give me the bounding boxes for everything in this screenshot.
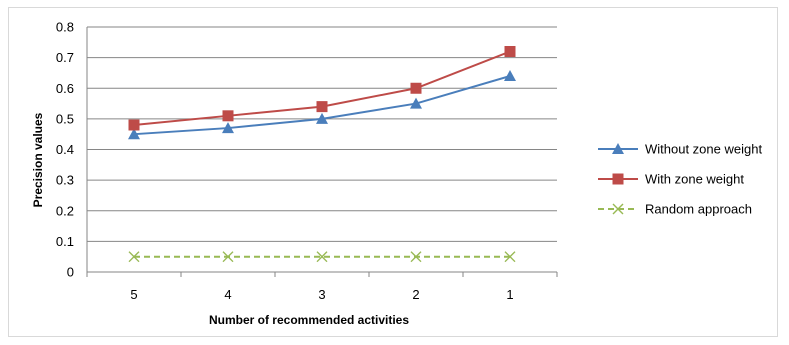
square-marker <box>612 173 624 185</box>
square-marker <box>410 82 422 94</box>
triangle-marker <box>612 143 624 154</box>
x-marker <box>128 251 140 263</box>
legend-item: With zone weight <box>598 172 744 187</box>
square-marker <box>504 46 516 57</box>
x-marker <box>612 203 624 215</box>
legend-item: Without zone weight <box>598 142 762 157</box>
y-tick-label: 0 <box>67 265 74 280</box>
y-tick-label: 0.7 <box>56 50 74 65</box>
square-marker <box>128 119 140 131</box>
y-axis-title: Precision values <box>31 112 45 207</box>
legend-label: Random approach <box>645 202 752 217</box>
series-layer <box>128 46 516 263</box>
y-tick-label: 0.2 <box>56 203 74 218</box>
y-tick-label: 0.5 <box>56 111 74 126</box>
square-marker <box>316 101 328 113</box>
x-axis-title: Number of recommended activities <box>209 313 409 327</box>
triangle-marker <box>222 122 234 134</box>
triangle-marker <box>128 128 140 140</box>
x-tick-label: 2 <box>412 287 419 302</box>
x-marker <box>316 251 328 263</box>
x-marker <box>504 251 516 263</box>
x-tick-label: 4 <box>224 287 231 302</box>
y-tick-label: 0.1 <box>56 234 74 249</box>
legend-item: Random approach <box>598 202 752 217</box>
legend: Without zone weight With zone weight Rando… <box>598 142 762 217</box>
x-tick-label: 5 <box>130 287 137 302</box>
x-marker <box>222 251 234 263</box>
series-3 <box>128 251 516 263</box>
x-axis: 5 4 3 2 1 <box>86 27 558 302</box>
triangle-marker <box>316 112 328 124</box>
triangle-marker <box>504 70 516 81</box>
y-tick-label: 0.6 <box>56 81 74 96</box>
legend-label: With zone weight <box>645 172 744 187</box>
y-tick-label: 0.3 <box>56 173 74 188</box>
gridlines <box>87 26 557 242</box>
y-axis-ticks: 0 0.1 0.2 0.3 0.4 0.5 0.6 0.7 0.8 <box>56 20 74 280</box>
series-2 <box>128 46 516 131</box>
square-marker <box>222 110 234 122</box>
y-tick-label: 0.8 <box>56 20 74 35</box>
chart-frame <box>8 7 778 337</box>
y-tick-label: 0.4 <box>56 142 74 157</box>
series-1 <box>128 70 516 140</box>
triangle-marker <box>410 97 422 109</box>
x-tick-label: 3 <box>318 287 325 302</box>
legend-label: Without zone weight <box>645 142 762 157</box>
x-tick-label: 1 <box>506 287 513 302</box>
x-marker <box>410 251 422 263</box>
